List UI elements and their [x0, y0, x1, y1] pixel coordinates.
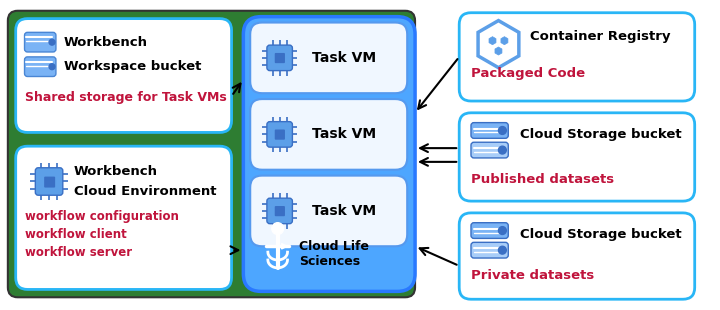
- Polygon shape: [495, 47, 502, 55]
- FancyBboxPatch shape: [24, 57, 56, 77]
- Text: workflow client: workflow client: [24, 228, 126, 241]
- FancyBboxPatch shape: [267, 45, 292, 71]
- Circle shape: [49, 64, 55, 70]
- Text: Sciences: Sciences: [300, 255, 361, 268]
- Text: Cloud Environment: Cloud Environment: [73, 185, 216, 198]
- Text: Cloud Storage bucket: Cloud Storage bucket: [520, 228, 682, 241]
- FancyBboxPatch shape: [459, 213, 695, 299]
- FancyBboxPatch shape: [251, 99, 408, 170]
- FancyBboxPatch shape: [251, 23, 408, 93]
- FancyBboxPatch shape: [8, 11, 415, 297]
- FancyBboxPatch shape: [275, 206, 285, 216]
- FancyBboxPatch shape: [459, 13, 695, 101]
- Text: Task VM: Task VM: [312, 127, 376, 141]
- FancyBboxPatch shape: [471, 142, 508, 158]
- FancyBboxPatch shape: [275, 53, 285, 63]
- Text: Workbench: Workbench: [64, 36, 148, 49]
- FancyBboxPatch shape: [35, 168, 63, 195]
- Text: Container Registry: Container Registry: [530, 30, 670, 43]
- FancyBboxPatch shape: [16, 19, 232, 132]
- FancyBboxPatch shape: [251, 175, 408, 246]
- Text: Cloud Life: Cloud Life: [300, 240, 369, 253]
- FancyBboxPatch shape: [44, 177, 55, 188]
- Polygon shape: [489, 37, 496, 45]
- Circle shape: [498, 227, 506, 234]
- Text: Task VM: Task VM: [312, 51, 376, 65]
- FancyBboxPatch shape: [16, 146, 232, 290]
- FancyBboxPatch shape: [471, 242, 508, 258]
- Text: workflow configuration: workflow configuration: [24, 210, 179, 223]
- Circle shape: [498, 146, 506, 154]
- Text: Private datasets: Private datasets: [471, 269, 594, 282]
- Text: Workbench: Workbench: [73, 165, 158, 178]
- FancyBboxPatch shape: [459, 113, 695, 201]
- Text: Packaged Code: Packaged Code: [471, 67, 585, 80]
- Text: Cloud Storage bucket: Cloud Storage bucket: [520, 128, 682, 141]
- Polygon shape: [501, 37, 508, 45]
- FancyBboxPatch shape: [243, 17, 415, 291]
- FancyBboxPatch shape: [24, 32, 56, 52]
- Text: Shared storage for Task VMs: Shared storage for Task VMs: [24, 91, 226, 104]
- FancyBboxPatch shape: [267, 198, 292, 224]
- FancyBboxPatch shape: [267, 122, 292, 147]
- FancyBboxPatch shape: [471, 123, 508, 138]
- Circle shape: [498, 246, 506, 254]
- FancyBboxPatch shape: [471, 223, 508, 238]
- Circle shape: [271, 223, 284, 234]
- Text: Task VM: Task VM: [312, 204, 376, 218]
- Text: Published datasets: Published datasets: [471, 173, 614, 186]
- Text: workflow server: workflow server: [24, 246, 132, 259]
- FancyBboxPatch shape: [275, 130, 285, 140]
- Text: Workspace bucket: Workspace bucket: [64, 60, 201, 73]
- Circle shape: [49, 39, 55, 45]
- Circle shape: [498, 126, 506, 135]
